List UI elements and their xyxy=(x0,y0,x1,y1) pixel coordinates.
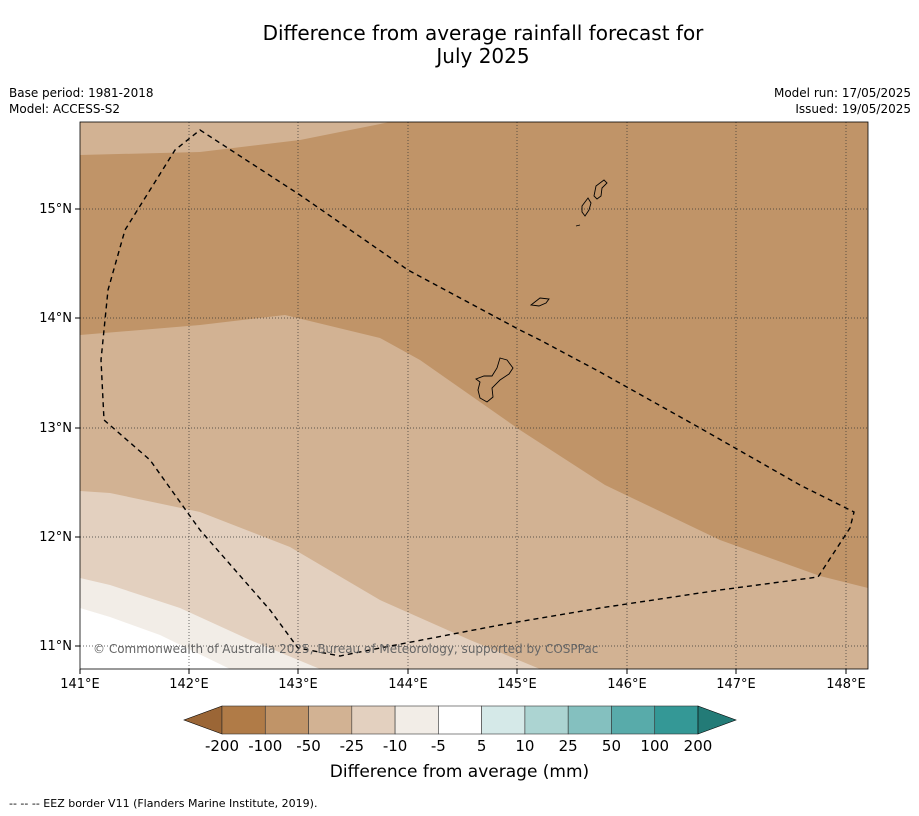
model-run: Model run: 17/05/2025 xyxy=(773,86,911,100)
title-line-2: July 2025 xyxy=(436,44,530,68)
colorbar-extend-low xyxy=(183,705,223,735)
eez-footnote: -- -- -- EEZ border V11 (Flanders Marine… xyxy=(9,797,318,810)
island-guam xyxy=(475,357,514,403)
colorbar-box xyxy=(394,705,439,735)
lat-label: 13°N xyxy=(39,421,72,436)
lat-label: 15°N xyxy=(39,202,72,217)
colorbar-box xyxy=(611,705,656,735)
base-period: Base period: 1981-2018 xyxy=(9,86,154,100)
eez-border xyxy=(100,129,855,657)
colorbar-ticks: -200 -100 -50 -25 -10 -5 5 10 25 50 100 200 xyxy=(205,737,712,755)
colorbar-tick-label: 5 xyxy=(477,737,487,755)
island-tinian xyxy=(581,197,592,217)
colorbar-tick-label: 10 xyxy=(515,737,534,755)
lat-labels: 15°N 14°N 13°N 12°N 11°N xyxy=(39,202,72,654)
colorbar-label: Difference from average (mm) xyxy=(329,762,590,782)
colorbar-box xyxy=(221,705,266,735)
colorbar-box xyxy=(438,705,482,735)
lon-label: 145°E xyxy=(497,677,537,692)
island-rota xyxy=(529,297,550,307)
colorbar-tick-label: -50 xyxy=(296,737,321,755)
colorbar-extend-high xyxy=(697,705,737,735)
colorbar-box xyxy=(654,705,699,735)
island-islet xyxy=(575,224,581,227)
lon-label: 141°E xyxy=(60,677,100,692)
lon-label: 147°E xyxy=(716,677,756,692)
title-line-1: Difference from average rainfall forecas… xyxy=(262,21,704,45)
colorbar-tick-label: -100 xyxy=(248,737,282,755)
lon-label: 143°E xyxy=(278,677,318,692)
lat-label: 12°N xyxy=(39,530,72,545)
colorbar-box xyxy=(567,705,612,735)
issued-date: Issued: 19/05/2025 xyxy=(795,102,911,116)
meta-left: Base period: 1981-2018 Model: ACCESS-S2 xyxy=(9,85,154,117)
colorbar-box xyxy=(524,705,569,735)
colorbar-tick-label: -10 xyxy=(383,737,408,755)
anomaly-bands xyxy=(80,122,868,669)
colorbar-tick-label: -25 xyxy=(340,737,365,755)
colorbar-tick-label: 200 xyxy=(684,737,713,755)
colorbar-box xyxy=(351,705,396,735)
lon-labels: 141°E 142°E 143°E 144°E 145°E 146°E 147°… xyxy=(60,677,866,692)
colorbar-tick-label: -200 xyxy=(205,737,239,755)
lon-label: 144°E xyxy=(388,677,428,692)
lon-label: 142°E xyxy=(169,677,209,692)
band-minus5-5 xyxy=(80,608,230,669)
island-saipan xyxy=(593,179,608,200)
lon-label: 148°E xyxy=(826,677,866,692)
band-minus50-100 xyxy=(80,122,868,588)
colorbar-box xyxy=(481,705,526,735)
colorbar-tick-label: -5 xyxy=(431,737,446,755)
colorbar-tick-label: 50 xyxy=(602,737,621,755)
copyright-notice: © Commonwealth of Australia 2025, Bureau… xyxy=(93,642,598,656)
gridlines xyxy=(80,122,868,669)
tick-marks xyxy=(75,208,847,674)
colorbar-tick-label: 100 xyxy=(640,737,669,755)
colorbar-box xyxy=(308,705,353,735)
colorbar-tick-label: 25 xyxy=(559,737,578,755)
lat-label: 11°N xyxy=(39,639,72,654)
colorbar-box xyxy=(264,705,309,735)
map-frame xyxy=(79,121,869,670)
lon-label: 146°E xyxy=(607,677,647,692)
meta-right: Model run: 17/05/2025 Issued: 19/05/2025 xyxy=(774,85,911,117)
chart-title: Difference from average rainfall forecas… xyxy=(0,22,919,68)
colorbar xyxy=(183,705,737,735)
lat-label: 14°N xyxy=(39,311,72,326)
model-name: Model: ACCESS-S2 xyxy=(9,102,121,116)
islands xyxy=(475,179,608,403)
